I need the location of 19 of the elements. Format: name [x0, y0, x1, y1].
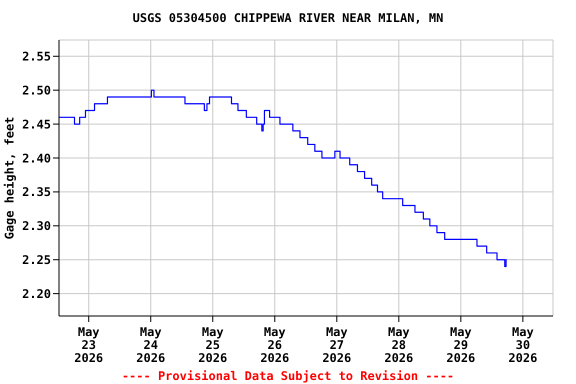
y-tick-label: 2.25 — [22, 252, 51, 267]
chart-title: USGS 05304500 CHIPPEWA RIVER NEAR MILAN, MN — [132, 11, 444, 25]
x-tick-label: May 28 2026 — [384, 325, 414, 365]
x-tick-label: May 29 2026 — [446, 325, 476, 365]
x-tick-label: May 24 2026 — [136, 325, 166, 365]
text: ---- Provisional Data Subject to Revision ---- — [120, 369, 456, 383]
y-tick-label: 2.50 — [22, 83, 51, 98]
x-tick-label: May 25 2026 — [198, 325, 228, 365]
x-tick-label: May 26 2026 — [260, 325, 290, 365]
x-tick-label: May 27 2026 — [322, 325, 352, 365]
x-tick-label: May 30 2026 — [508, 325, 538, 365]
y-tick-label: 2.30 — [22, 219, 51, 234]
y-axis-title: Gage height, feet — [2, 116, 16, 240]
y-tick-label: 2.20 — [22, 286, 51, 301]
x-tick-label: May 23 2026 — [74, 325, 104, 365]
y-tick-label: 2.40 — [22, 151, 51, 166]
y-tick-label: 2.45 — [22, 117, 51, 132]
y-tick-label: 2.35 — [22, 185, 51, 200]
y-tick-label: 2.55 — [22, 50, 51, 64]
